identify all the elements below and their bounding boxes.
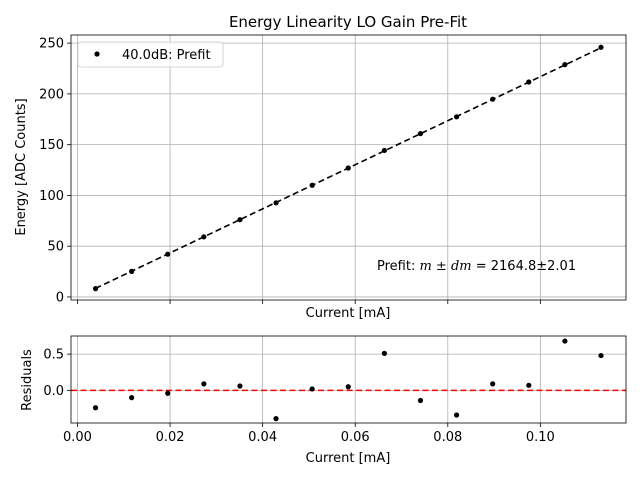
top-ticks: 0 50 100 150 200 250 bbox=[39, 37, 541, 305]
top-y-tick-label: 200 bbox=[39, 87, 64, 102]
bottom-data-point bbox=[129, 395, 135, 401]
legend-box bbox=[77, 41, 224, 68]
fit-annotation-prefix: Prefit: bbox=[377, 259, 419, 274]
bottom-x-tick-label: 0.02 bbox=[156, 430, 185, 445]
bottom-ticks: 0.00 0.02 0.04 0.06 0.08 0.10 0.0 0.5 bbox=[43, 348, 555, 445]
bottom-x-axis-label: Current [mA] bbox=[306, 451, 391, 466]
top-axes-frame bbox=[70, 34, 627, 301]
top-data-point bbox=[237, 217, 243, 223]
bottom-data-point bbox=[598, 352, 604, 359]
top-y-tick-label: 150 bbox=[39, 138, 64, 153]
bottom-data-point bbox=[237, 383, 243, 389]
legend-entry-label: 40.0dB: Prefit bbox=[122, 48, 211, 63]
bottom-data-point bbox=[201, 381, 207, 387]
top-y-tick-label: 50 bbox=[47, 240, 64, 255]
bottom-data-point bbox=[165, 390, 171, 396]
top-data-marks bbox=[92, 44, 604, 292]
bottom-data-point bbox=[417, 397, 424, 404]
top-y-tick-label: 0 bbox=[56, 290, 64, 305]
bottom-data-point bbox=[273, 416, 279, 422]
bottom-y-tick-label: 0.5 bbox=[43, 348, 64, 363]
bottom-y-axis-label: Residuals bbox=[20, 349, 35, 411]
bottom-axes-frame bbox=[70, 335, 627, 424]
bottom-x-tick-label: 0.06 bbox=[341, 430, 370, 445]
legend-marker bbox=[94, 51, 100, 57]
top-gridlines bbox=[71, 35, 626, 300]
top-x-axis-label: Current [mA] bbox=[306, 306, 391, 321]
fit-annotation-value: = 2164.8±2.01 bbox=[472, 259, 576, 274]
legend: 40.0dB: Prefit bbox=[77, 41, 224, 68]
bottom-data-point bbox=[490, 381, 496, 387]
bottom-data-point bbox=[309, 386, 315, 392]
bottom-x-tick-label: 0.04 bbox=[248, 430, 277, 445]
bottom-data-point bbox=[381, 350, 387, 356]
bottom-data-point bbox=[562, 338, 568, 344]
bottom-x-tick-label: 0.08 bbox=[433, 430, 462, 445]
top-y-tick-label: 250 bbox=[39, 37, 64, 52]
chart-title: Energy Linearity LO Gain Pre-Fit bbox=[229, 13, 467, 31]
top-y-axis-label: Energy [ADC Counts] bbox=[14, 98, 29, 235]
bottom-data-point bbox=[453, 412, 460, 418]
bottom-x-tick-label: 0.00 bbox=[63, 430, 92, 445]
bottom-data-point bbox=[526, 382, 532, 388]
top-y-tick-label: 100 bbox=[39, 189, 64, 204]
top-fit-line bbox=[95, 47, 602, 290]
bottom-data-point bbox=[345, 384, 351, 390]
bottom-data-point bbox=[92, 405, 99, 411]
fit-annotation-math: m ± dm bbox=[419, 259, 471, 274]
fit-annotation: Prefit: m ± dm = 2164.8±2.01 bbox=[377, 259, 576, 274]
top-data-point bbox=[598, 44, 604, 50]
bottom-data-marks bbox=[71, 338, 626, 422]
bottom-gridlines bbox=[71, 336, 626, 423]
bottom-x-tick-label: 0.10 bbox=[526, 430, 555, 445]
residuals-panel: 0.00 0.02 0.04 0.06 0.08 0.10 0.0 0.5 Current [… bbox=[20, 335, 627, 466]
energy-linearity-panel: Energy Linearity LO Gain Pre-Fit 0 50 100 1… bbox=[14, 13, 627, 321]
bottom-y-tick-label: 0.0 bbox=[43, 384, 64, 399]
